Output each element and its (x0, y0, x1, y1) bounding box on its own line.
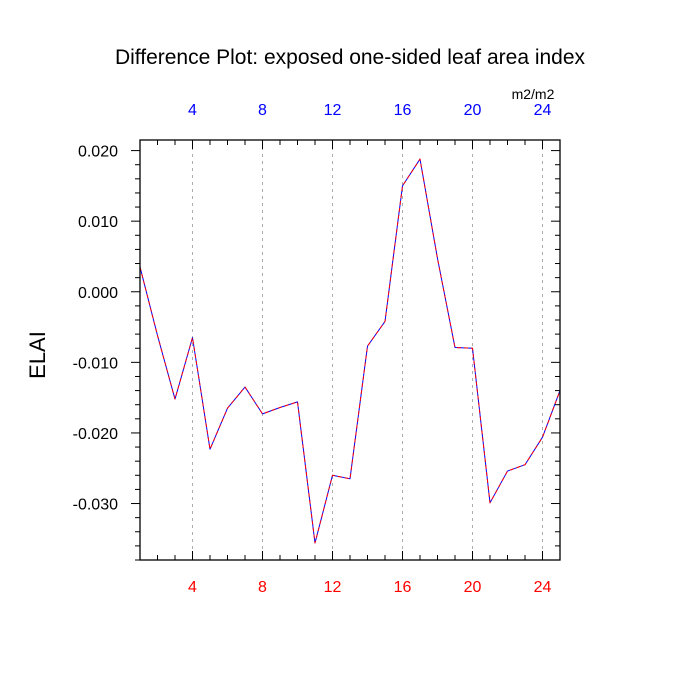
y-tick-label: -0.030 (73, 497, 118, 514)
y-tick-label: 0.000 (78, 285, 118, 302)
y-tick-label: 0.020 (78, 144, 118, 161)
tick-labels: 4 8 12 16 20 24 4 8 12 16 20 24 0.020 0.010 0.000 -0.01… (73, 102, 552, 596)
x-tick-label-bottom: 4 (188, 579, 197, 596)
x-tick-label-bottom: 8 (258, 579, 267, 596)
y-tick-label: -0.010 (73, 355, 118, 372)
x-tick-label-top: 12 (324, 102, 342, 119)
x-tick-label-bottom: 20 (464, 579, 482, 596)
x-tick-label-bottom: 16 (394, 579, 412, 596)
units-label: m2/m2 (512, 86, 555, 102)
x-tick-label-bottom: 12 (324, 579, 342, 596)
x-tick-label-top: 20 (464, 102, 482, 119)
y-axis-label: ELAI (25, 331, 50, 379)
y-tick-label: 0.010 (78, 214, 118, 231)
x-tick-label-top: 24 (534, 102, 552, 119)
series-lines (139, 158, 561, 544)
x-tick-label-top: 16 (394, 102, 412, 119)
series-line-2 (139, 158, 561, 544)
x-tick-label-bottom: 24 (534, 579, 552, 596)
axis-ticks (131, 140, 561, 561)
x-tick-label-top: 8 (258, 102, 267, 119)
chart-title: Difference Plot: exposed one-sided leaf … (115, 46, 586, 69)
y-tick-label: -0.020 (73, 426, 118, 443)
x-tick-label-top: 4 (188, 102, 197, 119)
